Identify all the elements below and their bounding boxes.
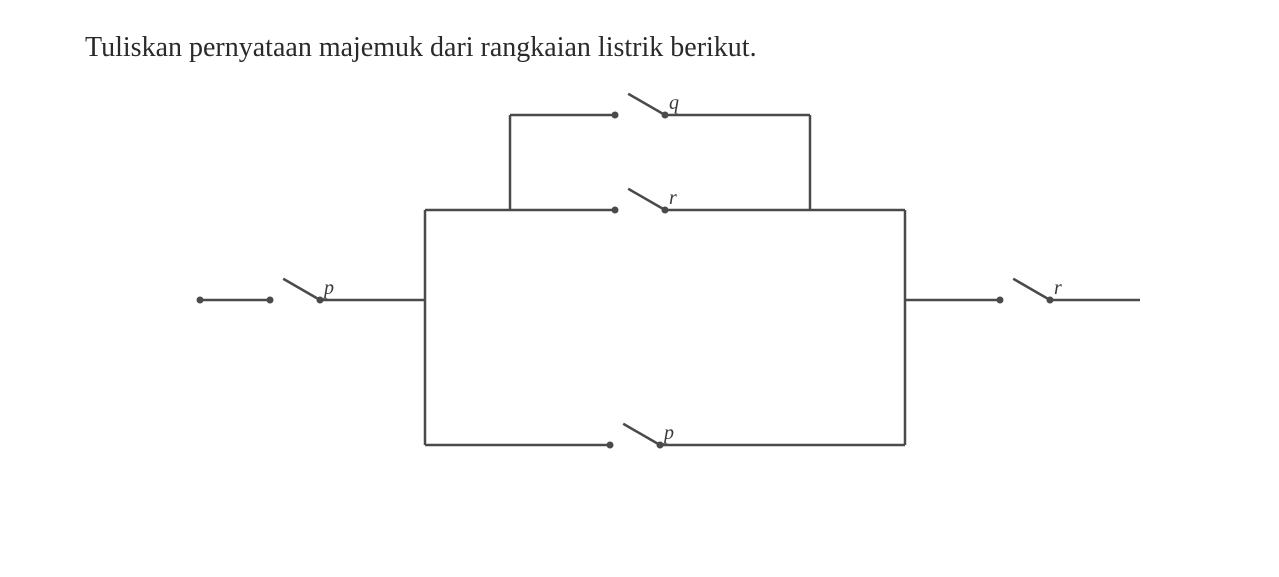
wire xyxy=(628,94,665,115)
page-title: Tuliskan pernyataan majemuk dari rangkai… xyxy=(85,32,757,64)
wire xyxy=(623,424,660,445)
wire xyxy=(628,189,665,210)
switch-label-r-mid: r xyxy=(669,187,677,209)
circuit-diagram: p r p q r xyxy=(180,90,1180,515)
title-text: Tuliskan pernyataan majemuk dari rangkai… xyxy=(85,32,757,63)
switch-label-p-bottom: p xyxy=(662,422,674,444)
switch-label-q: q xyxy=(669,92,679,114)
terminal-dot xyxy=(607,442,614,449)
circuit-svg: p r p q r xyxy=(180,90,1180,510)
switch-label-p-left: p xyxy=(322,277,334,299)
terminal-dot xyxy=(612,207,619,214)
terminal-dot xyxy=(612,112,619,119)
terminal-dot xyxy=(997,297,1004,304)
wire xyxy=(283,279,320,300)
terminal-dot xyxy=(267,297,274,304)
switch-label-r-right: r xyxy=(1054,277,1062,299)
wire xyxy=(1013,279,1050,300)
